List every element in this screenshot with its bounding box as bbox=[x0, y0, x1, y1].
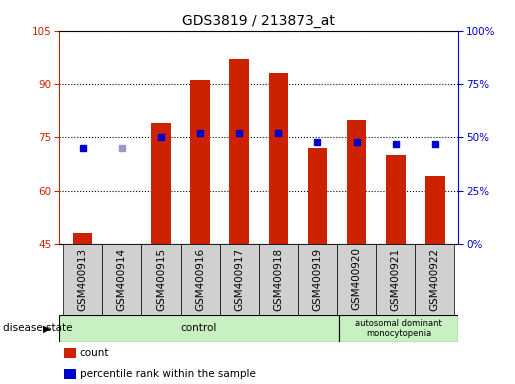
Text: disease state: disease state bbox=[3, 323, 72, 333]
Bar bbox=[73, 233, 93, 244]
Bar bbox=[151, 123, 171, 244]
Bar bbox=[59, 315, 339, 342]
Bar bbox=[339, 315, 458, 342]
Text: count: count bbox=[80, 348, 109, 358]
Bar bbox=[220, 244, 259, 315]
Text: GSM400913: GSM400913 bbox=[78, 247, 88, 311]
Text: GSM400914: GSM400914 bbox=[117, 247, 127, 311]
Bar bbox=[425, 176, 444, 244]
Bar bbox=[347, 119, 366, 244]
Bar bbox=[298, 244, 337, 315]
Text: autosomal dominant
monocytopenia: autosomal dominant monocytopenia bbox=[355, 319, 442, 338]
Text: GSM400922: GSM400922 bbox=[430, 247, 440, 311]
Bar bbox=[191, 81, 210, 244]
Bar bbox=[376, 244, 415, 315]
Text: percentile rank within the sample: percentile rank within the sample bbox=[80, 369, 256, 379]
Bar bbox=[230, 59, 249, 244]
Text: GSM400915: GSM400915 bbox=[156, 247, 166, 311]
Bar bbox=[307, 148, 327, 244]
Bar bbox=[268, 73, 288, 244]
Bar bbox=[415, 244, 454, 315]
Text: control: control bbox=[181, 323, 217, 333]
Text: GSM400916: GSM400916 bbox=[195, 247, 205, 311]
Text: GSM400920: GSM400920 bbox=[352, 247, 362, 310]
Title: GDS3819 / 213873_at: GDS3819 / 213873_at bbox=[182, 14, 335, 28]
Text: ▶: ▶ bbox=[43, 323, 50, 333]
Bar bbox=[63, 244, 102, 315]
Bar bbox=[181, 244, 220, 315]
Bar bbox=[142, 244, 181, 315]
Text: GSM400917: GSM400917 bbox=[234, 247, 244, 311]
Text: GSM400919: GSM400919 bbox=[313, 247, 322, 311]
Text: GSM400918: GSM400918 bbox=[273, 247, 283, 311]
Bar bbox=[386, 155, 405, 244]
Bar bbox=[337, 244, 376, 315]
Bar bbox=[102, 244, 142, 315]
Bar bbox=[259, 244, 298, 315]
Text: GSM400921: GSM400921 bbox=[391, 247, 401, 311]
